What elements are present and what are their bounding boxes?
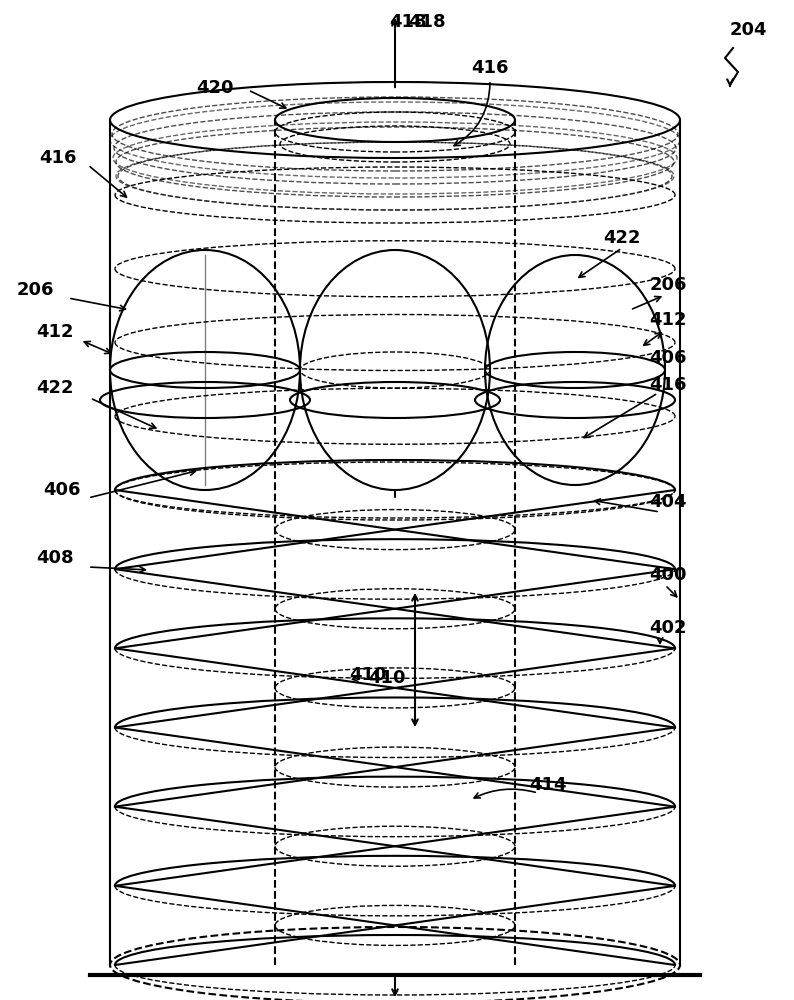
- Text: 206: 206: [649, 276, 687, 294]
- Text: 402: 402: [649, 619, 687, 637]
- Text: 422: 422: [603, 229, 641, 247]
- Text: 204: 204: [729, 21, 767, 39]
- Text: 410: 410: [368, 669, 406, 687]
- Text: 416: 416: [649, 376, 687, 394]
- Text: 412: 412: [649, 311, 687, 329]
- Text: 400: 400: [649, 566, 687, 584]
- Text: 206: 206: [16, 281, 54, 299]
- Text: 406: 406: [43, 481, 81, 499]
- Text: 408: 408: [37, 549, 74, 567]
- Text: 418: 418: [389, 13, 427, 31]
- Text: 412: 412: [37, 323, 74, 341]
- Text: 416: 416: [39, 149, 77, 167]
- Text: 422: 422: [37, 379, 74, 397]
- Text: 418: 418: [408, 13, 445, 31]
- Text: 406: 406: [649, 349, 687, 367]
- Text: 416: 416: [472, 59, 509, 77]
- Text: 404: 404: [649, 493, 687, 511]
- Text: 410: 410: [349, 666, 387, 684]
- Text: 414: 414: [530, 776, 567, 794]
- Text: 420: 420: [196, 79, 233, 97]
